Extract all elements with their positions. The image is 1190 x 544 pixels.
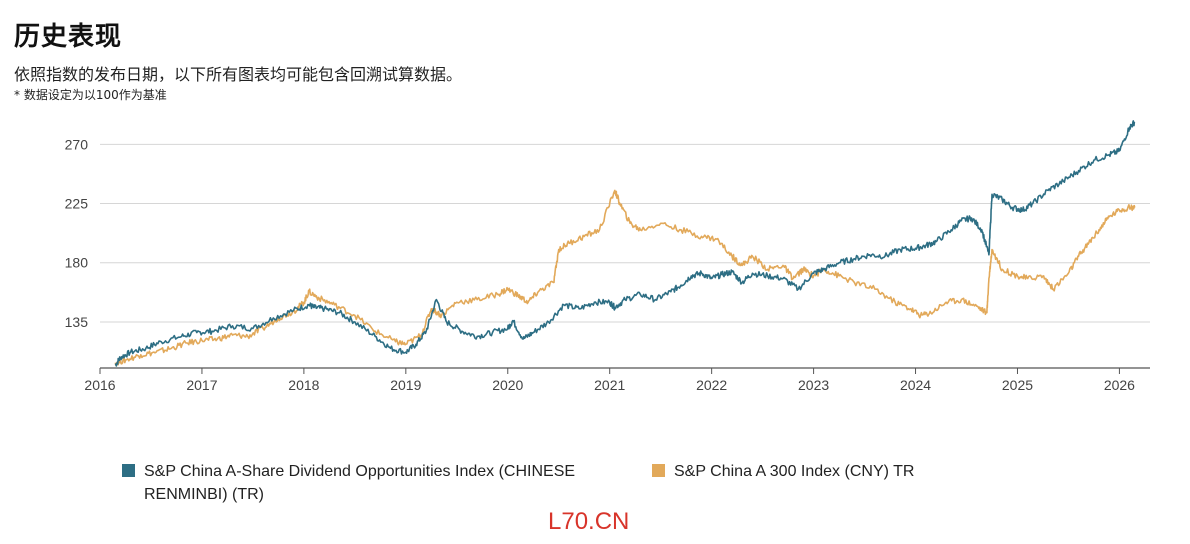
x-tick-label: 2025 — [1002, 377, 1033, 393]
legend-swatch-series-1 — [122, 464, 135, 477]
y-tick-label: 225 — [65, 196, 89, 212]
x-tick-label: 2020 — [492, 377, 523, 393]
legend-swatch-series-2 — [652, 464, 665, 477]
series-line-2 — [114, 189, 1136, 367]
x-tick-label: 2016 — [84, 377, 115, 393]
x-tick-label: 2023 — [798, 377, 829, 393]
page-subtitle: 依照指数的发布日期，以下所有图表均可能包含回溯试算数据。 — [14, 65, 463, 84]
line-chart: 135 180 225 270 2016 2017 2018 2019 2020 2021 2022… — [65, 120, 1150, 393]
y-tick-label: 135 — [65, 314, 89, 330]
legend-label-series-1: S&P China A-Share Dividend Opportunities… — [144, 463, 576, 503]
y-tick-label: 180 — [65, 255, 89, 271]
series-line-1 — [114, 120, 1136, 367]
x-tick-label: 2017 — [186, 377, 217, 393]
legend-label-series-2: S&P China A 300 Index (CNY) TR — [674, 463, 915, 480]
watermark: L70.CN — [548, 508, 630, 535]
baseline-note: * 数据设定为以100作为基准 — [14, 88, 167, 102]
y-tick-label: 270 — [65, 136, 89, 152]
x-tick-label: 2019 — [390, 377, 421, 393]
x-tick-label: 2022 — [696, 377, 727, 393]
x-tick-label: 2021 — [594, 377, 625, 393]
page-title: 历史表现 — [14, 22, 123, 52]
x-tick-label: 2026 — [1104, 377, 1135, 393]
x-tick-label: 2024 — [900, 377, 931, 393]
x-tick-label: 2018 — [288, 377, 319, 393]
